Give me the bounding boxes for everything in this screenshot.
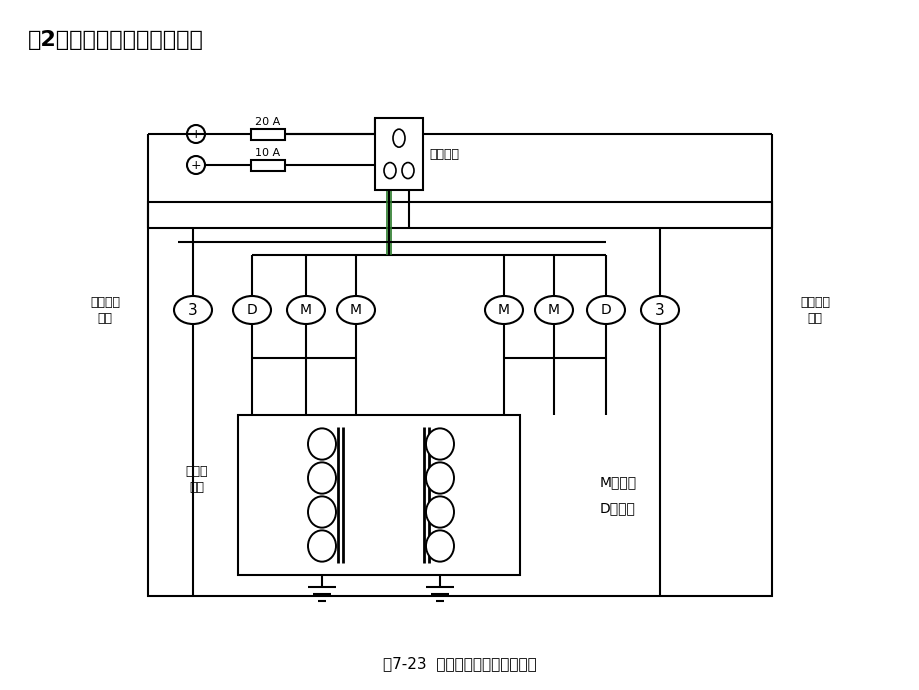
Text: 应器: 应器: [189, 480, 204, 493]
Text: 视器: 视器: [97, 311, 112, 324]
Bar: [251, 128, 285, 139]
Text: 左大灯监: 左大灯监: [800, 295, 829, 308]
Ellipse shape: [425, 496, 453, 528]
Text: 3: 3: [187, 302, 198, 317]
Ellipse shape: [586, 296, 624, 324]
Text: D: D: [246, 303, 257, 317]
Ellipse shape: [425, 428, 453, 460]
Text: M: M: [548, 303, 560, 317]
Bar: [251, 159, 285, 170]
Ellipse shape: [308, 428, 335, 460]
Ellipse shape: [641, 296, 678, 324]
Text: 视器: 视器: [807, 311, 822, 324]
Text: 3: 3: [654, 302, 664, 317]
Text: D: D: [600, 303, 611, 317]
Ellipse shape: [336, 296, 375, 324]
Bar: [238, 415, 519, 575]
Ellipse shape: [383, 163, 395, 179]
Ellipse shape: [308, 462, 335, 493]
Text: 大灯感: 大灯感: [186, 464, 208, 477]
Ellipse shape: [425, 462, 453, 493]
Ellipse shape: [308, 531, 335, 562]
Ellipse shape: [233, 296, 271, 324]
Text: 灯光开关: 灯光开关: [428, 148, 459, 161]
Text: M: M: [349, 303, 361, 317]
Ellipse shape: [402, 163, 414, 179]
Text: 20 A: 20 A: [255, 117, 280, 126]
Bar: [375, 118, 423, 190]
Text: D：近光: D：近光: [599, 501, 635, 515]
Ellipse shape: [174, 296, 211, 324]
Text: M：远光: M：远光: [599, 475, 637, 489]
Text: M: M: [497, 303, 509, 317]
Text: 10 A: 10 A: [255, 148, 280, 157]
Text: M: M: [300, 303, 312, 317]
Text: +: +: [190, 159, 201, 172]
Text: +: +: [190, 128, 201, 141]
Ellipse shape: [287, 296, 324, 324]
Text: （2）感应式前照灯监视器。: （2）感应式前照灯监视器。: [28, 30, 204, 50]
Ellipse shape: [484, 296, 522, 324]
Bar: [148, 202, 771, 596]
Ellipse shape: [535, 296, 573, 324]
Ellipse shape: [392, 129, 404, 147]
Ellipse shape: [308, 496, 335, 528]
Text: 右大灯监: 右大灯监: [90, 295, 119, 308]
Text: 图7-23  感应式前照灯监视器电路: 图7-23 感应式前照灯监视器电路: [382, 656, 537, 671]
Ellipse shape: [425, 531, 453, 562]
